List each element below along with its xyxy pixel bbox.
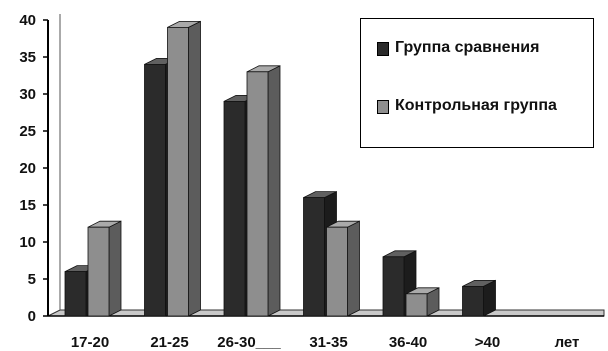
bar xyxy=(405,287,440,317)
legend-item-comparison: Группа сравнения xyxy=(377,37,585,58)
bar-side xyxy=(108,220,122,317)
legend-swatch-control xyxy=(377,100,389,114)
bar xyxy=(326,220,360,317)
y-tick-label: 10 xyxy=(19,234,36,251)
legend-label-comparison: Группа сравнения xyxy=(395,39,540,56)
bar-front xyxy=(87,226,110,317)
bar-front xyxy=(64,271,87,317)
legend-item-control: Контрольная группа xyxy=(377,95,585,116)
bar-front xyxy=(462,285,484,317)
x-tick-label: >40 xyxy=(475,334,500,351)
y-tick-label: 35 xyxy=(19,49,36,66)
x-tick-label: 21-25 xyxy=(150,334,188,351)
bar-front xyxy=(223,101,246,317)
x-tick-label: 36-40 xyxy=(389,334,427,351)
category-labels: 17-20 21-25 26-30___ 31-35 36-40 >40 лет xyxy=(71,334,580,351)
y-tick-label: 5 xyxy=(28,271,36,288)
bar-front xyxy=(144,64,166,317)
y-tick-label: 25 xyxy=(19,123,36,140)
legend: Группа сравнения Контрольная группа xyxy=(360,18,594,148)
bar xyxy=(462,279,496,317)
y-tick-label: 0 xyxy=(28,308,36,325)
legend-swatch-comparison xyxy=(377,42,389,56)
bars xyxy=(64,20,496,317)
bar-side xyxy=(267,65,281,317)
x-tick-label: 17-20 xyxy=(71,334,109,351)
x-tick-label: 26-30___ xyxy=(217,334,281,351)
bar-front xyxy=(405,293,428,317)
y-axis: 0 5 10 15 20 25 30 35 40 xyxy=(19,12,61,325)
bar-side xyxy=(347,220,360,317)
y-tick-label: 40 xyxy=(19,12,36,29)
x-tick-label: 31-35 xyxy=(309,334,347,351)
y-tick-label: 30 xyxy=(19,86,36,103)
bar-front xyxy=(303,197,325,317)
bar-front xyxy=(382,256,405,317)
bar-front xyxy=(167,26,189,317)
x-tick-label: лет xyxy=(555,334,580,351)
bar-side xyxy=(188,20,201,317)
y-tick-label: 15 xyxy=(19,197,36,214)
y-tick-label: 20 xyxy=(19,160,36,177)
bar xyxy=(167,20,201,317)
bar xyxy=(87,220,122,317)
bar-front xyxy=(246,71,269,317)
legend-label-control: Контрольная группа xyxy=(395,97,557,114)
bar xyxy=(246,65,281,317)
bar-front xyxy=(326,226,348,317)
